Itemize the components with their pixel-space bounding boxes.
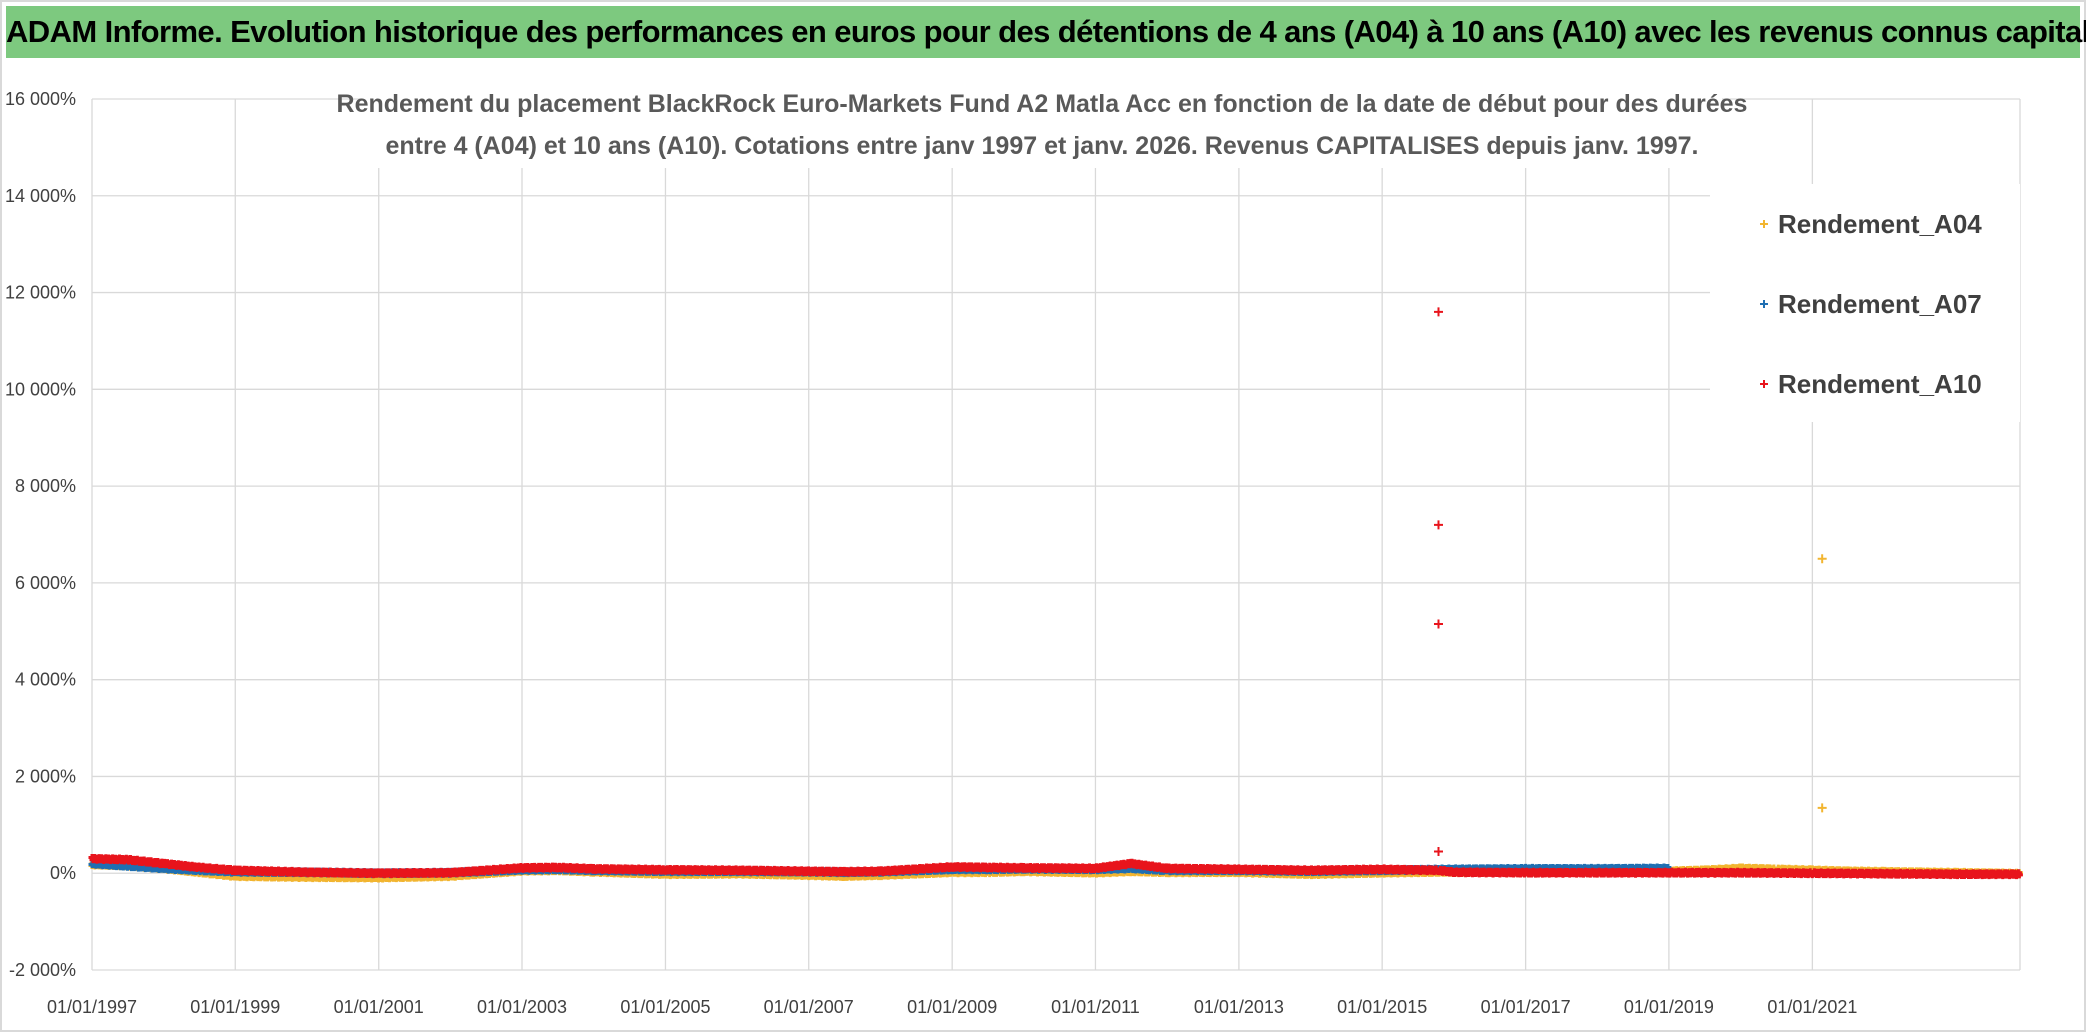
legend-item-rendement-a10: Rendement_A10: [1760, 369, 1982, 399]
series-rendement-a10: [88, 307, 2023, 880]
gridlines: [91, 98, 2021, 971]
chart-title-background: [362, 82, 1722, 168]
chart-title: Rendement du placement BlackRock Euro-Ma…: [337, 82, 1748, 168]
x-tick-label: 01/01/1997: [47, 997, 137, 1017]
y-tick-label: -2 000%: [9, 960, 76, 980]
legend-label: Rendement_A07: [1778, 289, 1982, 319]
y-tick-label: 0%: [50, 863, 76, 883]
chart-title-line-2: entre 4 (A04) et 10 ans (A10). Cotations…: [386, 132, 1699, 160]
outlier-point: [1817, 554, 1827, 564]
legend-label: Rendement_A10: [1778, 369, 1982, 399]
legend: Rendement_A04 Rendement_A07 Rendement_A10: [1710, 184, 2020, 422]
x-tick-label: 01/01/2019: [1624, 997, 1714, 1017]
x-tick-label: 01/01/2005: [620, 997, 710, 1017]
x-tick-label: 01/01/2007: [764, 997, 854, 1017]
outlier-point: [1817, 803, 1827, 813]
y-tick-label: 12 000%: [5, 283, 76, 303]
x-tick-label: 01/01/2013: [1194, 997, 1284, 1017]
y-tick-label: 10 000%: [5, 379, 76, 399]
legend-marker: [1760, 380, 1768, 388]
series-markers-rendement-a10: [88, 853, 2023, 880]
outlier-point: [1434, 520, 1443, 530]
banner-title: ADAM Informe. Evolution historique des p…: [6, 6, 2086, 58]
outlier-point: [1434, 307, 1443, 317]
x-axis-tick-labels: 01/01/1997 01/01/1999 01/01/2001 01/01/2003…: [47, 997, 1857, 1017]
legend-item-rendement-a07: Rendement_A07: [1760, 289, 1982, 319]
y-tick-label: 16 000%: [5, 89, 76, 109]
outlier-point: [1434, 846, 1443, 856]
y-tick-label: 14 000%: [5, 186, 76, 206]
x-tick-label: 01/01/1999: [190, 997, 280, 1017]
x-tick-label: 01/01/2021: [1767, 997, 1857, 1017]
chart-title-line-1: Rendement du placement BlackRock Euro-Ma…: [337, 90, 1748, 118]
y-tick-label: 4 000%: [15, 670, 76, 690]
legend-label: Rendement_A04: [1778, 209, 1982, 239]
x-tick-label: 01/01/2001: [334, 997, 424, 1017]
data-series: [88, 307, 2023, 883]
legend-marker: [1760, 300, 1768, 308]
x-tick-label: 01/01/2015: [1337, 997, 1427, 1017]
y-axis-tick-labels: -2 000% 0% 2 000% 4 000% 6 000% 8 000% 10 000%…: [5, 89, 76, 980]
y-tick-label: 8 000%: [15, 476, 76, 496]
legend-item-rendement-a04: Rendement_A04: [1760, 209, 1982, 239]
outlier-point: [1434, 619, 1443, 629]
x-tick-label: 01/01/2011: [1051, 997, 1140, 1017]
legend-marker: [1760, 220, 1768, 228]
x-tick-label: 01/01/2003: [477, 997, 567, 1017]
x-tick-label: 01/01/2017: [1481, 997, 1571, 1017]
y-tick-label: 2 000%: [15, 766, 76, 786]
x-tick-label: 01/01/2009: [907, 997, 997, 1017]
y-tick-label: 6 000%: [15, 573, 76, 593]
